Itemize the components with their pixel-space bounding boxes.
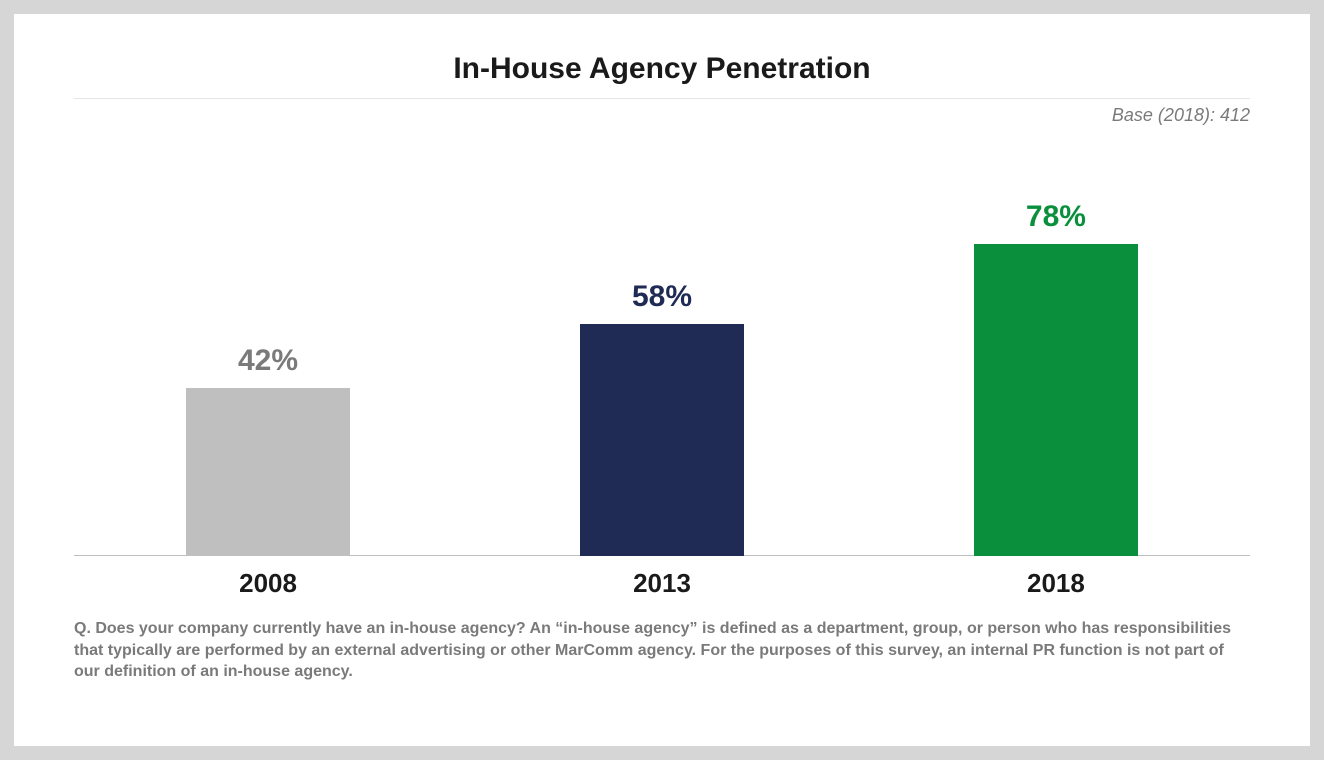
footnote-text: Q. Does your company currently have an i… xyxy=(74,618,1250,683)
chart-inner: In-House Agency Penetration Base (2018):… xyxy=(14,14,1310,746)
chart-subtitle: Base (2018): 412 xyxy=(74,105,1250,126)
category-label: 2013 xyxy=(580,568,745,599)
bar xyxy=(186,388,351,556)
plot-area: 42% 58% 78% xyxy=(74,156,1250,556)
bar-value-label: 58% xyxy=(580,280,745,314)
bar xyxy=(580,324,745,556)
chart-frame: In-House Agency Penetration Base (2018):… xyxy=(0,0,1324,760)
bar xyxy=(974,244,1139,556)
bar-value-label: 78% xyxy=(974,200,1139,234)
chart-title: In-House Agency Penetration xyxy=(74,52,1250,86)
category-axis: 2008 2013 2018 xyxy=(74,556,1250,600)
title-rule xyxy=(74,98,1250,99)
category-label: 2018 xyxy=(974,568,1139,599)
chart-area: 42% 58% 78% 2008 2013 2018 xyxy=(74,156,1250,600)
category-label: 2008 xyxy=(186,568,351,599)
bar-value-label: 42% xyxy=(186,344,351,378)
